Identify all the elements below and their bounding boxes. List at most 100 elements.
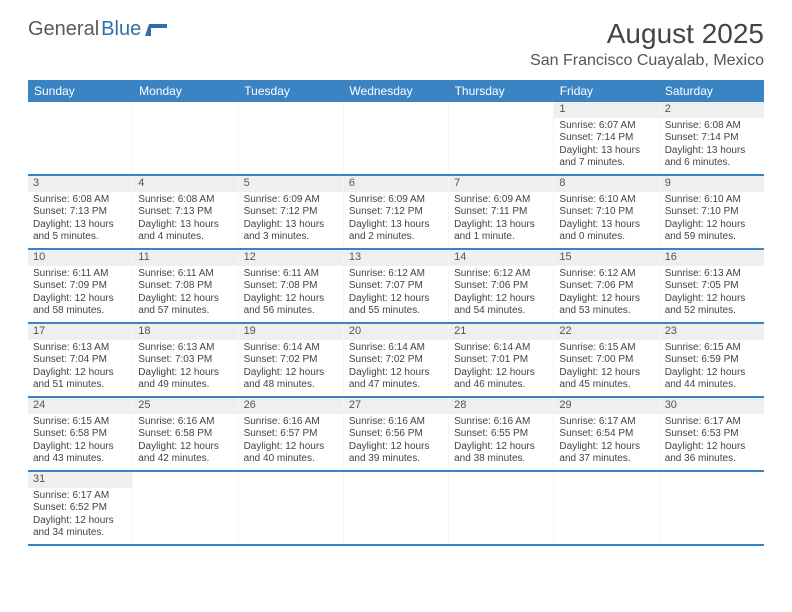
day-detail-line: Sunset: 7:01 PM — [454, 354, 548, 367]
calendar-day: 1Sunrise: 6:07 AMSunset: 7:14 PMDaylight… — [554, 102, 659, 174]
title-block: August 2025 San Francisco Cuayalab, Mexi… — [530, 18, 764, 70]
day-number: 3 — [28, 176, 132, 192]
day-detail-line: Daylight: 13 hours — [665, 145, 759, 158]
day-detail-line: and 4 minutes. — [138, 231, 232, 244]
day-detail-line: Daylight: 12 hours — [454, 441, 548, 454]
calendar-day: 22Sunrise: 6:15 AMSunset: 7:00 PMDayligh… — [554, 324, 659, 396]
day-of-week-header: Thursday — [449, 80, 554, 102]
day-detail-line: Daylight: 13 hours — [33, 219, 127, 232]
day-number: 12 — [239, 250, 343, 266]
day-number: 2 — [660, 102, 764, 118]
day-of-week-header: Wednesday — [343, 80, 448, 102]
week-row: 10Sunrise: 6:11 AMSunset: 7:09 PMDayligh… — [28, 250, 764, 324]
day-number — [28, 102, 132, 118]
day-detail-line: and 5 minutes. — [33, 231, 127, 244]
day-detail-line: Sunrise: 6:09 AM — [349, 194, 443, 207]
calendar-day: 13Sunrise: 6:12 AMSunset: 7:07 PMDayligh… — [344, 250, 449, 322]
day-detail-line: and 51 minutes. — [33, 379, 127, 392]
day-detail-line: Sunset: 6:58 PM — [33, 428, 127, 441]
day-number: 10 — [28, 250, 132, 266]
day-detail-line: Daylight: 12 hours — [559, 367, 653, 380]
calendar-day: 29Sunrise: 6:17 AMSunset: 6:54 PMDayligh… — [554, 398, 659, 470]
day-number: 14 — [449, 250, 553, 266]
day-detail-line: Sunset: 7:03 PM — [138, 354, 232, 367]
logo: GeneralBlue — [28, 18, 167, 41]
day-of-week-header: Monday — [133, 80, 238, 102]
day-detail-line: Sunrise: 6:11 AM — [33, 268, 127, 281]
calendar-day — [28, 102, 133, 174]
day-detail-line: Sunset: 6:57 PM — [244, 428, 338, 441]
day-number: 11 — [133, 250, 237, 266]
day-detail-line: Daylight: 12 hours — [138, 293, 232, 306]
day-detail-line: and 49 minutes. — [138, 379, 232, 392]
day-detail-line: Sunset: 7:04 PM — [33, 354, 127, 367]
day-detail-line: Daylight: 12 hours — [665, 293, 759, 306]
day-detail-line: and 52 minutes. — [665, 305, 759, 318]
day-number — [449, 472, 553, 488]
calendar-day: 26Sunrise: 6:16 AMSunset: 6:57 PMDayligh… — [239, 398, 344, 470]
day-detail-line: and 44 minutes. — [665, 379, 759, 392]
week-row: 3Sunrise: 6:08 AMSunset: 7:13 PMDaylight… — [28, 176, 764, 250]
day-of-week-header: Sunday — [28, 80, 133, 102]
day-detail-line: Sunrise: 6:13 AM — [665, 268, 759, 281]
day-detail-line: Sunset: 7:10 PM — [665, 206, 759, 219]
calendar-day: 25Sunrise: 6:16 AMSunset: 6:58 PMDayligh… — [133, 398, 238, 470]
calendar-day: 9Sunrise: 6:10 AMSunset: 7:10 PMDaylight… — [660, 176, 764, 248]
day-number: 4 — [133, 176, 237, 192]
day-detail-line: and 45 minutes. — [559, 379, 653, 392]
day-number: 1 — [554, 102, 658, 118]
day-detail-line: Daylight: 13 hours — [559, 145, 653, 158]
day-number: 26 — [239, 398, 343, 414]
calendar-day: 6Sunrise: 6:09 AMSunset: 7:12 PMDaylight… — [344, 176, 449, 248]
day-detail-line: and 6 minutes. — [665, 157, 759, 170]
day-detail-line: Daylight: 12 hours — [138, 441, 232, 454]
day-number: 7 — [449, 176, 553, 192]
day-detail-line: and 38 minutes. — [454, 453, 548, 466]
day-number: 13 — [344, 250, 448, 266]
day-detail-line: Daylight: 13 hours — [244, 219, 338, 232]
day-detail-line: Daylight: 12 hours — [454, 293, 548, 306]
day-number: 23 — [660, 324, 764, 340]
day-detail-line: Daylight: 12 hours — [349, 441, 443, 454]
day-detail-line: and 46 minutes. — [454, 379, 548, 392]
day-detail-line: Sunset: 6:59 PM — [665, 354, 759, 367]
day-number: 8 — [554, 176, 658, 192]
day-number — [344, 472, 448, 488]
day-detail-line: and 53 minutes. — [559, 305, 653, 318]
day-detail-line: Sunrise: 6:12 AM — [559, 268, 653, 281]
day-number: 30 — [660, 398, 764, 414]
day-number — [660, 472, 764, 488]
calendar-day: 24Sunrise: 6:15 AMSunset: 6:58 PMDayligh… — [28, 398, 133, 470]
day-detail-line: Daylight: 12 hours — [559, 441, 653, 454]
day-detail-line: Sunrise: 6:15 AM — [559, 342, 653, 355]
day-number — [344, 102, 448, 118]
calendar-day: 20Sunrise: 6:14 AMSunset: 7:02 PMDayligh… — [344, 324, 449, 396]
calendar-day — [449, 102, 554, 174]
day-detail-line: Daylight: 12 hours — [665, 441, 759, 454]
week-row: 1Sunrise: 6:07 AMSunset: 7:14 PMDaylight… — [28, 102, 764, 176]
day-number — [239, 102, 343, 118]
day-detail-line: Daylight: 12 hours — [33, 293, 127, 306]
day-detail-line: Sunset: 7:12 PM — [349, 206, 443, 219]
day-number: 17 — [28, 324, 132, 340]
day-detail-line: Sunrise: 6:11 AM — [138, 268, 232, 281]
calendar: SundayMondayTuesdayWednesdayThursdayFrid… — [28, 80, 764, 546]
calendar-day — [239, 102, 344, 174]
calendar-day: 31Sunrise: 6:17 AMSunset: 6:52 PMDayligh… — [28, 472, 133, 544]
calendar-day: 2Sunrise: 6:08 AMSunset: 7:14 PMDaylight… — [660, 102, 764, 174]
day-detail-line: and 42 minutes. — [138, 453, 232, 466]
day-number — [133, 472, 237, 488]
day-detail-line: Daylight: 13 hours — [559, 219, 653, 232]
day-detail-line: Daylight: 12 hours — [33, 441, 127, 454]
day-number: 29 — [554, 398, 658, 414]
day-detail-line: and 1 minute. — [454, 231, 548, 244]
calendar-day — [133, 102, 238, 174]
day-detail-line: Sunset: 7:00 PM — [559, 354, 653, 367]
calendar-day: 30Sunrise: 6:17 AMSunset: 6:53 PMDayligh… — [660, 398, 764, 470]
calendar-day — [344, 472, 449, 544]
day-detail-line: Daylight: 12 hours — [33, 515, 127, 528]
day-detail-line: and 43 minutes. — [33, 453, 127, 466]
day-detail-line: Sunrise: 6:10 AM — [559, 194, 653, 207]
day-detail-line: and 59 minutes. — [665, 231, 759, 244]
day-detail-line: and 55 minutes. — [349, 305, 443, 318]
